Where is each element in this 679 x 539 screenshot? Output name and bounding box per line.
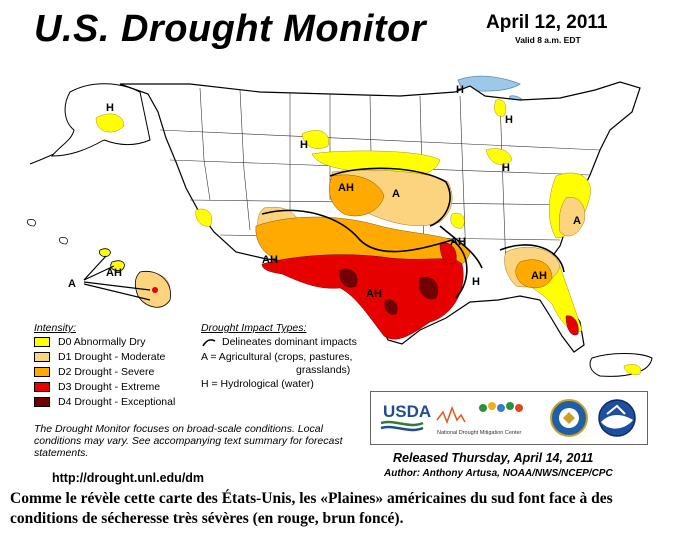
swatch-d0 — [34, 336, 50, 347]
drought-d4 — [339, 268, 438, 315]
svg-text:National Drought Mitigation Ce: National Drought Mitigation Center — [437, 430, 522, 436]
agency-logos: USDA National Drought Mitigation Center — [370, 391, 648, 445]
drought-map: H H H H H AH A A AH AH AH H AH AH A — [27, 75, 653, 377]
logos-graphic: USDA National Drought Mitigation Center — [380, 399, 636, 437]
release-date: Released Thursday, April 14, 2011 — [393, 451, 594, 465]
legend-d4: D4 Drought - Exceptional — [34, 395, 175, 408]
label-mi-h: H — [505, 114, 513, 126]
label-alaska-h: H — [106, 102, 114, 114]
label-wy-h: H — [300, 139, 308, 151]
map-labels: H H H H H AH A A AH AH AH H AH AH A — [68, 84, 581, 300]
label-hi-ah: AH — [106, 267, 122, 279]
label-tx-ah: AH — [366, 288, 382, 300]
label-mn-h: H — [456, 84, 464, 96]
impact-agricultural-cont: grasslands) — [296, 364, 351, 376]
label-nc-a: A — [573, 215, 581, 227]
puerto-rico — [589, 353, 653, 377]
label-nm-ah: AH — [262, 254, 278, 266]
impact-agricultural: A = Agricultural (crops, pastures, — [201, 351, 353, 363]
label-ar-ah: AH — [450, 236, 466, 248]
impact-title: Drought Impact Types: — [201, 322, 307, 334]
intensity-title: Intensity: — [34, 322, 77, 334]
impact-line-icon — [202, 339, 216, 347]
label-ga-ah: AH — [531, 270, 547, 282]
disclaimer-note: The Drought Monitor focuses on broad-sca… — [34, 423, 343, 459]
swatch-d2 — [34, 366, 50, 377]
author-credit: Author: Anthony Artusa, NOAA/NWS/NCEP/CP… — [384, 468, 613, 479]
swatch-d3 — [34, 381, 50, 392]
impact-hydrological: H = Hydrological (water) — [201, 378, 314, 390]
impact-boundaries — [261, 167, 565, 299]
usda-logo: USDA — [380, 402, 431, 432]
svg-text:USDA: USDA — [383, 402, 431, 421]
legend-d0: D0 Abnormally Dry — [34, 335, 146, 348]
label-hi-a: A — [68, 278, 76, 290]
legend-d2: D2 Drought - Severe — [34, 365, 154, 378]
drought-d3 — [261, 242, 579, 340]
alaska — [29, 83, 151, 165]
legend-d1: D1 Drought - Moderate — [34, 350, 165, 363]
label-ks-a: A — [392, 188, 400, 200]
label-co-ah: AH — [338, 182, 354, 194]
label-ms-h: H — [472, 276, 480, 288]
legend-d3: D3 Drought - Extreme — [34, 380, 160, 393]
impact-delineates: Delineates dominant impacts — [222, 336, 357, 348]
map-title: U.S. Drought Monitor — [34, 8, 427, 50]
ndmc-logo: National Drought Mitigation Center — [436, 402, 523, 436]
map-date: April 12, 2011 — [486, 12, 608, 33]
valid-time: Valid 8 a.m. EDT — [515, 35, 581, 45]
figure-caption: Comme le révèle cette carte des États-Un… — [10, 490, 613, 527]
swatch-d4 — [34, 396, 50, 407]
noaa-logo — [598, 399, 636, 437]
swatch-d1 — [34, 351, 50, 362]
label-oh-h: H — [502, 162, 510, 174]
website-url[interactable]: http://drought.unl.edu/dm — [52, 471, 205, 485]
hawaii — [27, 219, 171, 308]
doc-seal-logo — [550, 399, 588, 437]
